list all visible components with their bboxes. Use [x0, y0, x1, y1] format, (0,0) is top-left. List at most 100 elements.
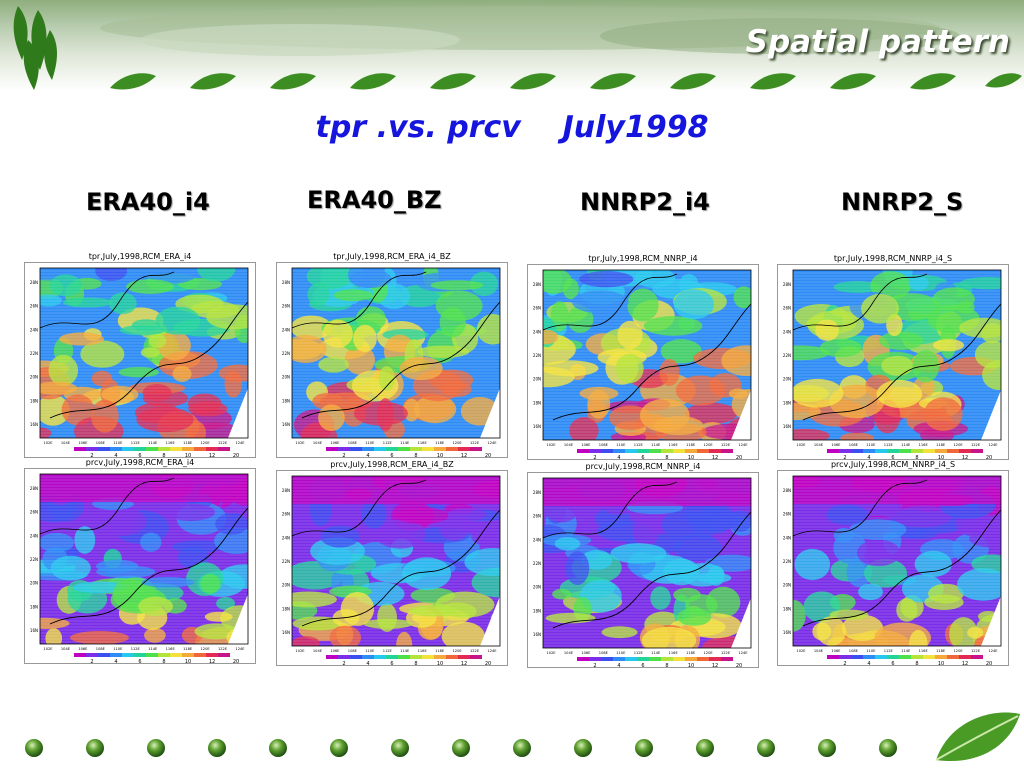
colorbar-tick-label: 6 — [390, 661, 393, 666]
lat-tick-label: 24N — [783, 329, 791, 334]
lon-tick-label: 106E — [831, 649, 841, 653]
lon-tick-label: 108E — [849, 649, 859, 653]
colorbar-tick-label: 6 — [891, 661, 894, 666]
colorbar-swatch — [601, 657, 613, 661]
colorbar-swatch — [74, 447, 86, 451]
colorbar-tick-label: 10 — [437, 661, 443, 666]
lon-tick-label: 106E — [78, 647, 88, 651]
colorbar-swatch — [386, 447, 398, 451]
lat-tick-label: 24N — [30, 327, 38, 332]
colorbar-tick-label: 20 — [233, 453, 239, 458]
lon-tick-label: 118E — [183, 647, 193, 651]
panel-title: tpr,July,1998,RCM_ERA_i4_BZ — [333, 252, 451, 261]
lat-tick-label: 26N — [533, 514, 541, 519]
colorbar-tick-label: 20 — [233, 659, 239, 664]
lat-tick-label: 26N — [783, 512, 791, 517]
colorbar-swatch — [74, 653, 86, 657]
lat-tick-label: 28N — [783, 488, 791, 493]
colorbar-swatch — [971, 655, 983, 659]
lon-tick-label: 102E — [546, 651, 556, 655]
colorbar-tick-label: 2 — [342, 661, 345, 666]
lon-tick-label: 106E — [330, 441, 340, 445]
colorbar-swatch — [158, 447, 170, 451]
colorbar-tick-label: 20 — [986, 661, 992, 666]
lat-tick-label: 16N — [533, 424, 541, 429]
colorbar-tick-label: 12 — [461, 453, 467, 458]
colorbar-tick-label: 10 — [938, 455, 944, 460]
colorbar-tick-label: 12 — [461, 661, 467, 666]
map-panel-tpr-nnrp-i4-s: tpr,July,1998,RCM_NNRP_i4_S 28N 26N 24N 22N… — [777, 254, 1009, 462]
colorbar-swatch — [410, 655, 422, 659]
lon-tick-label: 104E — [61, 441, 71, 445]
lon-tick-label: 112E — [634, 443, 644, 447]
colorbar: 2 4 6 8 10 12 20 — [827, 449, 992, 460]
lon-tick-label: 118E — [686, 651, 696, 655]
lon-tick-label: 120E — [954, 443, 964, 447]
colorbar-swatch — [110, 447, 122, 451]
colorbar-swatch — [863, 449, 875, 453]
colorbar-swatch — [182, 653, 194, 657]
colorbar-swatch — [613, 449, 625, 453]
leaf-garland-decoration — [13, 6, 1022, 90]
colorbar-swatch — [673, 449, 685, 453]
precipitation-field — [40, 474, 248, 644]
colorbar-swatch — [863, 655, 875, 659]
colorbar-swatch — [470, 447, 482, 451]
precipitation-field — [543, 478, 751, 648]
lon-tick-label: 108E — [599, 443, 609, 447]
colorbar-swatch — [170, 447, 182, 451]
lat-tick-label: 22N — [533, 353, 541, 358]
lat-tick-label: 20N — [783, 583, 791, 588]
lon-tick-label: 102E — [43, 441, 53, 445]
panel-title: tpr,July,1998,RCM_NNRP_i4_S — [833, 254, 953, 263]
precipitation-field — [292, 476, 500, 646]
lat-tick-label: 24N — [533, 329, 541, 334]
lat-tick-label: 18N — [30, 398, 38, 403]
lon-tick-label: 124E — [738, 651, 748, 655]
colorbar-swatch — [98, 653, 110, 657]
lon-tick-label: 122E — [218, 647, 228, 651]
leaf-icon — [935, 712, 1020, 762]
colorbar-swatch — [146, 447, 158, 451]
colorbar-tick-label: 8 — [915, 455, 918, 460]
colorbar-swatch — [206, 653, 218, 657]
colorbar-swatch — [134, 447, 146, 451]
colorbar-tick-label: 2 — [843, 455, 846, 460]
colorbar-swatch — [721, 449, 733, 453]
lon-tick-label: 108E — [849, 443, 859, 447]
lon-tick-label: 122E — [470, 441, 480, 445]
colorbar-swatch — [673, 657, 685, 661]
precipitation-field — [543, 270, 751, 440]
lat-tick-label: 28N — [783, 282, 791, 287]
colorbar-tick-label: 4 — [114, 659, 117, 664]
lat-tick-label: 28N — [533, 282, 541, 287]
lon-tick-label: 124E — [487, 441, 497, 445]
lat-tick-label: 22N — [30, 557, 38, 562]
lat-tick-label: 28N — [30, 486, 38, 491]
lon-tick-label: 118E — [435, 649, 445, 653]
lat-tick-label: 26N — [30, 304, 38, 309]
lon-tick-label: 116E — [669, 443, 679, 447]
colorbar-swatch — [637, 449, 649, 453]
lon-tick-label: 114E — [400, 649, 410, 653]
lon-tick-label: 114E — [148, 647, 158, 651]
lon-tick-label: 104E — [313, 649, 323, 653]
colorbar: 2 4 6 8 10 12 20 — [577, 657, 742, 668]
lon-tick-label: 102E — [796, 443, 806, 447]
colorbar-swatch — [613, 657, 625, 661]
colorbar-tick-label: 4 — [617, 455, 620, 460]
lon-tick-label: 122E — [470, 649, 480, 653]
map-panel-prcv-nnrp-i4: prcv,July,1998,RCM_NNRP_i4 28N 26N 24N 22N 2… — [527, 462, 759, 670]
lon-tick-label: 110E — [616, 651, 626, 655]
lat-tick-label: 16N — [533, 632, 541, 637]
lon-tick-label: 108E — [599, 651, 609, 655]
lat-tick-label: 18N — [282, 398, 290, 403]
colorbar-swatch — [446, 447, 458, 451]
colorbar-tick-label: 20 — [736, 663, 742, 668]
lon-tick-label: 116E — [418, 441, 428, 445]
colorbar-swatch — [350, 447, 362, 451]
lon-tick-label: 122E — [971, 649, 981, 653]
lat-tick-label: 26N — [282, 304, 290, 309]
colorbar: 2 4 6 8 10 12 20 — [827, 655, 992, 666]
colorbar-tick-label: 10 — [688, 455, 694, 460]
